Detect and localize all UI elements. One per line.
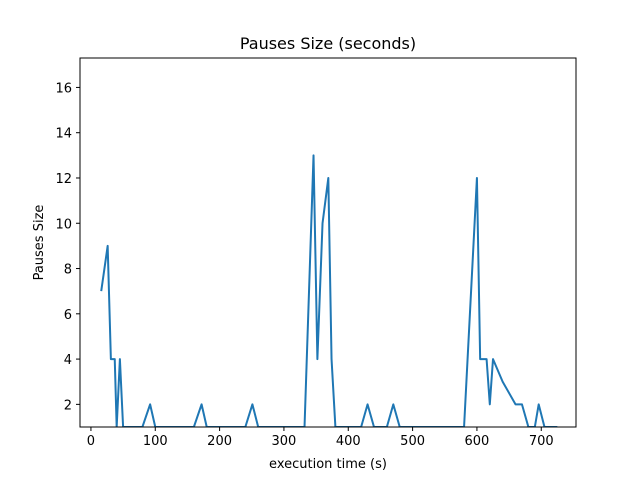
x-tick-label: 600 [465, 434, 490, 449]
x-tick-label: 100 [143, 434, 168, 449]
y-tick-label: 16 [55, 81, 72, 96]
series-line-0 [100, 154, 558, 427]
x-tick-label: 0 [87, 434, 95, 449]
x-tick-label: 200 [207, 434, 232, 449]
y-axis-label: Pauses Size [32, 205, 47, 281]
y-tick-label: 2 [64, 398, 72, 413]
axes-frame [79, 57, 577, 428]
x-tick-label: 500 [400, 434, 425, 449]
y-axis-ticks: 2 4 6 8 10 12 14 16 [55, 81, 80, 413]
y-tick-label: 10 [55, 217, 72, 232]
x-tick-label: 400 [336, 434, 361, 449]
plot-layer [100, 154, 558, 427]
x-tick-label: 700 [529, 434, 554, 449]
x-tick-label: 300 [272, 434, 297, 449]
x-axis-label: execution time (s) [269, 457, 387, 472]
x-axis-ticks: 0 100 200 300 400 500 600 700 [87, 427, 554, 449]
y-tick-label: 4 [64, 353, 72, 368]
y-tick-label: 8 [64, 263, 72, 278]
y-tick-label: 12 [55, 172, 72, 187]
y-tick-label: 14 [55, 127, 72, 142]
chart-title: Pauses Size (seconds) [240, 34, 416, 53]
y-tick-label: 6 [64, 308, 72, 323]
